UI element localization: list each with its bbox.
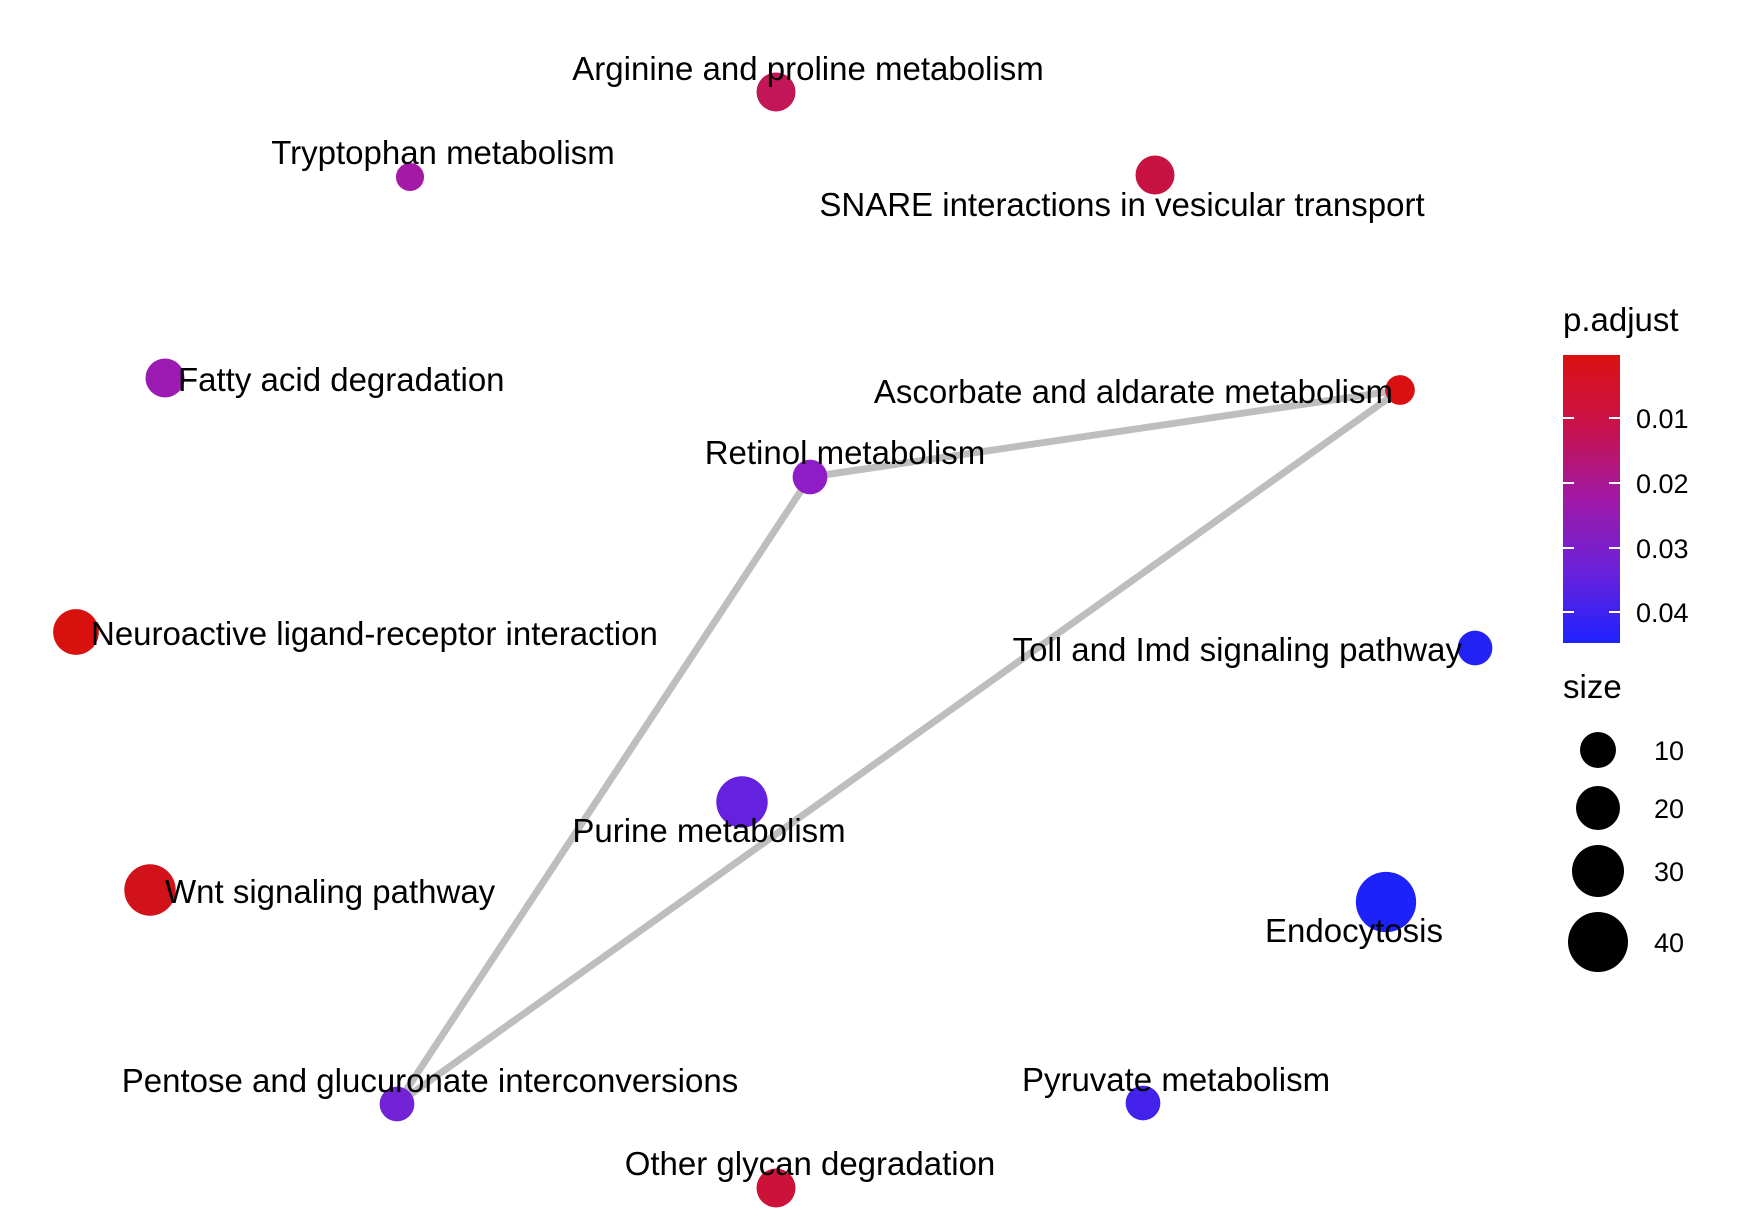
node-endocytosis [1355,871,1417,933]
node-fatty-acid-degradation [145,358,185,398]
edges-layer [393,386,1404,1108]
legend: p.adjust 0.01 0.02 0.03 0.04 size 10 20 30 40 [1563,301,1689,972]
node-neuroactive-ligand-receptor-interaction [53,609,99,655]
node-ascorbate-and-aldarate-metabolism [1385,375,1415,405]
labels-layer: Arginine and proline metabolism Tryptopha… [91,50,1462,1182]
edge-ascorbate-and-aldarate-metabolism--retinol-metabolism [806,386,1404,481]
node-other-glycan-degradation [756,1168,796,1208]
color-legend-tick-label: 0.01 [1636,404,1689,434]
color-legend-tick-label: 0.02 [1636,469,1689,499]
node-tryptophan-metabolism [395,162,425,192]
node-label-pyruvate-metabolism: Pyruvate metabolism [1022,1061,1330,1098]
color-legend-title: p.adjust [1563,301,1679,338]
edge-ascorbate-and-aldarate-metabolism--pentose-and-glucuronate-interconversions [393,386,1404,1108]
node-pentose-and-glucuronate-interconversions [379,1086,415,1122]
size-legend-key [1576,786,1620,830]
color-legend-ticks: 0.01 0.02 0.03 0.04 [1563,404,1689,628]
node-purine-metabolism [716,776,768,828]
node-label-endocytosis: Endocytosis [1265,912,1443,949]
node-label-neuroactive-ligand-receptor-interaction: Neuroactive ligand-receptor interaction [91,615,658,652]
node-label-pentose-and-glucuronate-interconversions: Pentose and glucuronate interconversions [122,1062,738,1099]
size-legend-key [1580,732,1616,768]
node-wnt-signaling-pathway [124,864,176,916]
node-toll-and-imd-signaling-pathway [1457,630,1493,666]
size-legend-label: 20 [1654,794,1684,824]
node-label-wnt-signaling-pathway: Wnt signaling pathway [165,873,496,910]
nodes-layer [53,72,1493,1208]
edge-retinol-metabolism--pentose-and-glucuronate-interconversions [393,473,814,1108]
color-legend-tick-label: 0.03 [1636,534,1689,564]
size-legend-label: 10 [1654,736,1684,766]
size-legend-key [1568,912,1628,972]
node-label-fatty-acid-degradation: Fatty acid degradation [178,361,505,398]
node-label-arginine-and-proline-metabolism: Arginine and proline metabolism [572,50,1043,87]
node-label-purine-metabolism: Purine metabolism [572,812,845,849]
node-label-ascorbate-and-aldarate-metabolism: Ascorbate and aldarate metabolism [874,373,1393,410]
node-pyruvate-metabolism [1125,1085,1161,1121]
node-label-retinol-metabolism: Retinol metabolism [705,434,986,471]
node-label-toll-and-imd-signaling-pathway: Toll and Imd signaling pathway [1013,631,1463,668]
size-legend-keys: 10 20 30 40 [1568,732,1684,972]
color-legend-tick-label: 0.04 [1636,598,1689,628]
size-legend-title: size [1563,668,1622,705]
node-retinol-metabolism [792,459,828,495]
node-arginine-and-proline-metabolism [756,72,796,112]
node-snare-interactions-in-vesicular-transport [1135,155,1175,195]
size-legend-label: 30 [1654,857,1684,887]
size-legend-key [1572,845,1624,897]
node-label-tryptophan-metabolism: Tryptophan metabolism [271,134,615,171]
node-label-snare-interactions-in-vesicular-transport: SNARE interactions in vesicular transpor… [819,186,1424,223]
size-legend-label: 40 [1654,928,1684,958]
node-label-other-glycan-degradation: Other glycan degradation [625,1145,996,1182]
color-legend-bar [1563,355,1620,643]
